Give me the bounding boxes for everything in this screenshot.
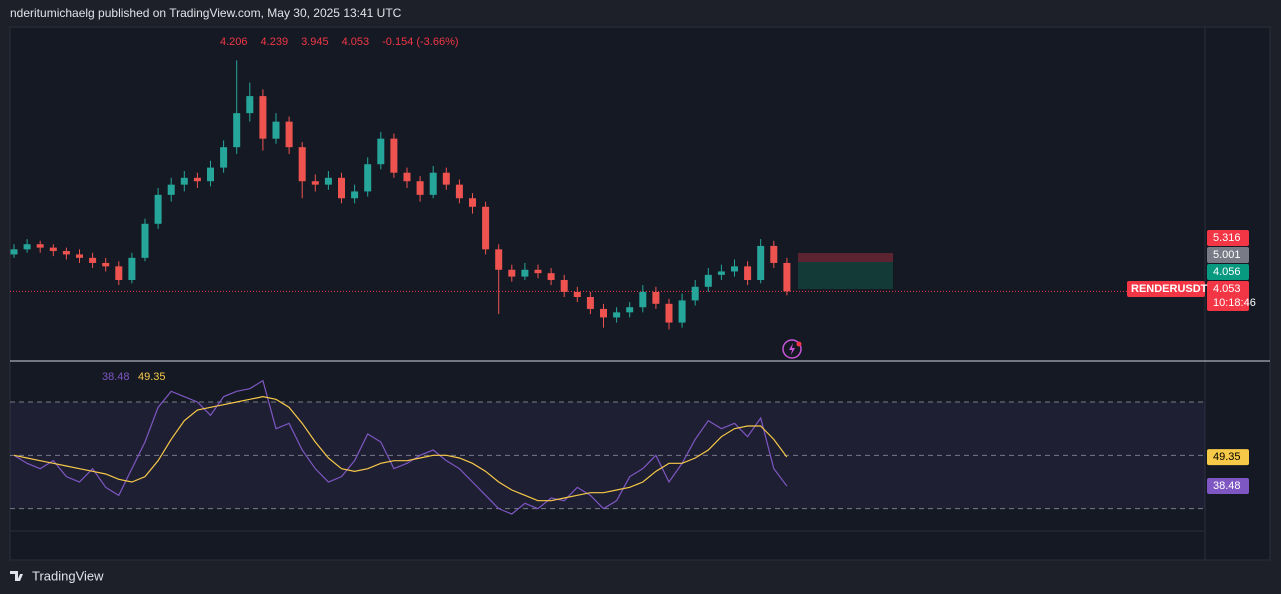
candle-body <box>770 245 778 263</box>
candle-body <box>731 266 738 272</box>
candle-body <box>717 271 725 275</box>
price-badge-label: 4.056 <box>1213 266 1241 278</box>
price-badge-label: 4.053 <box>1213 283 1241 295</box>
target-zone <box>798 262 893 289</box>
candle-body <box>652 291 660 304</box>
candle-body <box>678 300 686 323</box>
alert-dot <box>796 341 802 347</box>
ohlc-value: 4.053 <box>342 36 370 48</box>
candle-body <box>469 198 476 207</box>
candle-body <box>560 279 568 292</box>
price-badge <box>1207 264 1249 280</box>
candle-body <box>691 286 699 301</box>
candle-body <box>639 291 647 308</box>
candle-body <box>324 177 332 185</box>
rsi-badge <box>1207 478 1249 495</box>
candle-body <box>180 177 188 185</box>
candle-body <box>626 307 634 313</box>
candle-body <box>115 266 123 280</box>
symbol-badge <box>1127 281 1205 297</box>
candle-body <box>128 257 136 280</box>
candle-body <box>36 244 44 248</box>
candle-body <box>338 177 345 199</box>
rsi-legend-value: 38.48 <box>102 371 130 383</box>
publish-info: nderitumichaelg published on TradingView… <box>10 6 402 20</box>
candle-body <box>259 96 267 139</box>
candle-body <box>351 191 359 199</box>
candle-body <box>193 177 201 182</box>
candle-body <box>285 121 293 148</box>
candle-body <box>429 172 437 195</box>
candle-body <box>744 266 752 280</box>
candle-body <box>141 223 149 258</box>
countdown: 10:18:46 <box>1213 297 1256 309</box>
candle-body <box>220 147 228 168</box>
candle-body <box>364 164 372 192</box>
candle-body <box>23 244 31 250</box>
candle-body <box>757 245 765 280</box>
candle-body <box>311 181 319 185</box>
logo-text: TradingView <box>32 568 104 583</box>
candle-body <box>495 249 503 270</box>
candle-body <box>76 254 83 258</box>
candle-body <box>442 172 450 185</box>
candle-body <box>62 251 70 255</box>
logo-mark <box>10 571 23 581</box>
ohlc-value: -0.154 <box>382 36 413 48</box>
position-tool <box>798 253 893 289</box>
price-badge-label: 5.001 <box>1213 249 1241 261</box>
candle-body <box>272 121 280 139</box>
price-badge-label: 5.316 <box>1213 232 1241 244</box>
candle-body <box>167 184 175 195</box>
stop-zone <box>798 253 893 262</box>
change-percent: (-3.66%) <box>416 36 458 48</box>
alert-icon[interactable] <box>782 339 802 359</box>
candle-body <box>613 312 621 318</box>
logo: TradingView <box>10 568 104 583</box>
candle-body <box>390 138 398 173</box>
candle-body <box>455 184 463 199</box>
candle-body <box>508 269 516 277</box>
rsi-badge-label: 38.48 <box>1213 480 1241 492</box>
candle-body <box>377 138 385 165</box>
candle-body <box>207 167 214 182</box>
candle-body <box>403 172 411 182</box>
ohlc-value: 4.239 <box>261 36 289 48</box>
price-badge <box>1207 230 1249 246</box>
alert-circle <box>782 339 802 359</box>
candle-body <box>534 269 542 274</box>
candle-body <box>547 273 555 280</box>
candle-body <box>10 249 18 255</box>
candle-body <box>521 269 529 277</box>
candle-body <box>783 262 791 292</box>
rsi-badge-label: 49.35 <box>1213 451 1241 463</box>
ohlc-value: 4.206 <box>220 36 248 48</box>
alert-bolt <box>789 343 795 355</box>
candle-body <box>416 181 424 195</box>
price-badge <box>1207 247 1249 263</box>
rsi-line <box>13 379 788 515</box>
rsi-line <box>13 396 788 502</box>
candle-body <box>154 194 162 224</box>
candle-body <box>49 247 57 252</box>
candle-body <box>89 257 97 263</box>
candle-body <box>102 262 110 267</box>
candle-body <box>600 308 607 318</box>
candle-body <box>665 303 673 323</box>
symbol-label: RENDERUSDT <box>1131 283 1208 295</box>
rsi-legend-value: 49.35 <box>138 371 166 383</box>
rsi-badge <box>1207 449 1249 466</box>
candle-body <box>233 113 241 148</box>
price-badge <box>1207 281 1249 311</box>
candle-body <box>704 274 712 287</box>
candle-body <box>246 96 254 114</box>
candle-body <box>573 291 581 298</box>
candle-body <box>298 147 306 182</box>
candle-body <box>586 297 594 309</box>
candle-body <box>482 206 490 250</box>
ohlc-value: 3.945 <box>301 36 329 48</box>
